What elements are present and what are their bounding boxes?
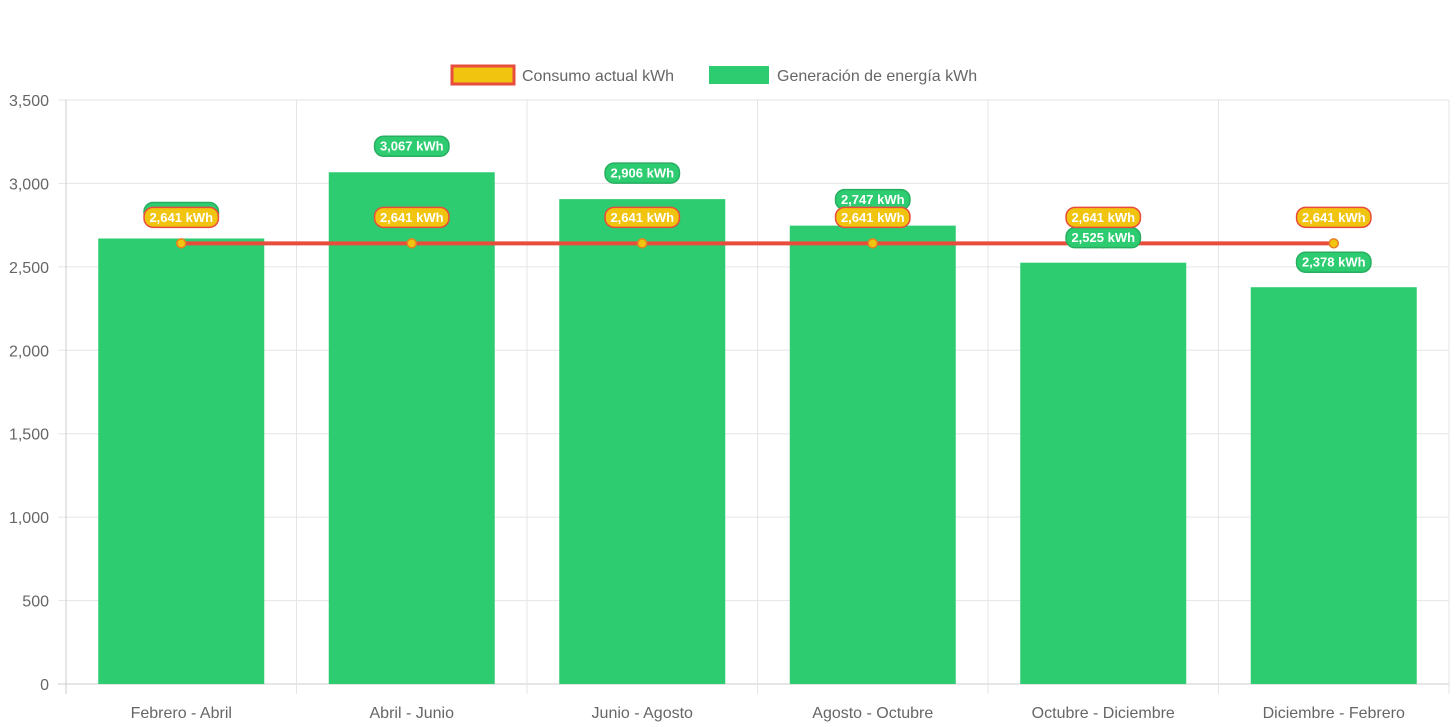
data-label-consumo-bg bbox=[143, 206, 220, 229]
x-tick-label: Febrero - Abril bbox=[131, 705, 232, 722]
x-tick-label: Octubre - Diciembre bbox=[1032, 705, 1175, 722]
y-tick-label: 3,000 bbox=[9, 176, 49, 193]
data-label-consumo-bg bbox=[1065, 206, 1142, 229]
y-tick-label: 2,000 bbox=[9, 343, 49, 360]
x-tick-label: Abril - Junio bbox=[370, 705, 455, 722]
y-tick-label: 500 bbox=[22, 594, 49, 611]
x-tick-label: Diciembre - Febrero bbox=[1263, 705, 1405, 722]
grid-lines bbox=[58, 99, 1450, 694]
data-label-consumo: 2,641 kWh bbox=[841, 210, 905, 225]
y-tick-label: 1,500 bbox=[9, 427, 49, 444]
bar-generacion bbox=[1250, 287, 1417, 684]
legend-swatch-generacion[interactable] bbox=[709, 66, 769, 84]
data-label-consumo: 2,641 kWh bbox=[610, 210, 674, 225]
data-label-generacion: 2,378 kWh bbox=[1302, 255, 1366, 270]
bar-generacion bbox=[98, 238, 265, 684]
legend: Consumo actual kWh Generación de energía… bbox=[450, 64, 977, 86]
data-label-consumo: 2,641 kWh bbox=[380, 210, 444, 225]
bar-series bbox=[98, 172, 1417, 684]
point-consumo bbox=[1328, 238, 1339, 249]
y-tick-label: 0 bbox=[40, 677, 49, 694]
y-tick-label: 3,500 bbox=[9, 93, 49, 110]
x-tick-label: Junio - Agosto bbox=[592, 705, 694, 722]
data-label-generacion: 3,067 kWh bbox=[380, 139, 444, 154]
data-label-generacion-bg bbox=[373, 135, 450, 157]
data-label-generacion-bg bbox=[604, 162, 681, 184]
point-consumo bbox=[406, 238, 417, 249]
axes: 0 500 1,000 1,500 2,000 2,500 3,000 3,500 Febrer… bbox=[9, 93, 1405, 722]
y-tick-label: 1,000 bbox=[9, 510, 49, 527]
data-label-consumo-bg bbox=[373, 206, 450, 229]
data-label-consumo-bg bbox=[604, 206, 681, 229]
data-label-consumo-bg bbox=[1295, 206, 1372, 229]
y-tick-label: 2,500 bbox=[9, 260, 49, 277]
data-label-consumo-bg bbox=[834, 206, 911, 229]
point-consumo bbox=[637, 238, 648, 249]
point-consumo bbox=[176, 238, 187, 249]
data-label-generacion-bg bbox=[1295, 251, 1372, 273]
data-label-generacion: 2,525 kWh bbox=[1071, 230, 1135, 245]
data-label-generacion: 2,906 kWh bbox=[610, 166, 674, 181]
bar-generacion bbox=[789, 225, 956, 684]
x-tick-label: Agosto - Octubre bbox=[812, 705, 933, 722]
data-label-consumo: 2,641 kWh bbox=[1302, 210, 1366, 225]
data-label-consumo: 2,641 kWh bbox=[1071, 210, 1135, 225]
legend-label-consumo[interactable]: Consumo actual kWh bbox=[522, 68, 674, 85]
legend-swatch-consumo[interactable] bbox=[450, 64, 516, 86]
point-consumo bbox=[867, 238, 878, 249]
data-label-consumo: 2,641 kWh bbox=[149, 210, 213, 225]
data-label-generacion: 2,747 kWh bbox=[841, 192, 905, 207]
bar-generacion bbox=[1020, 262, 1187, 684]
bar-generacion bbox=[328, 172, 495, 684]
bar-generacion bbox=[559, 199, 726, 684]
legend-label-generacion[interactable]: Generación de energía kWh bbox=[777, 68, 977, 85]
